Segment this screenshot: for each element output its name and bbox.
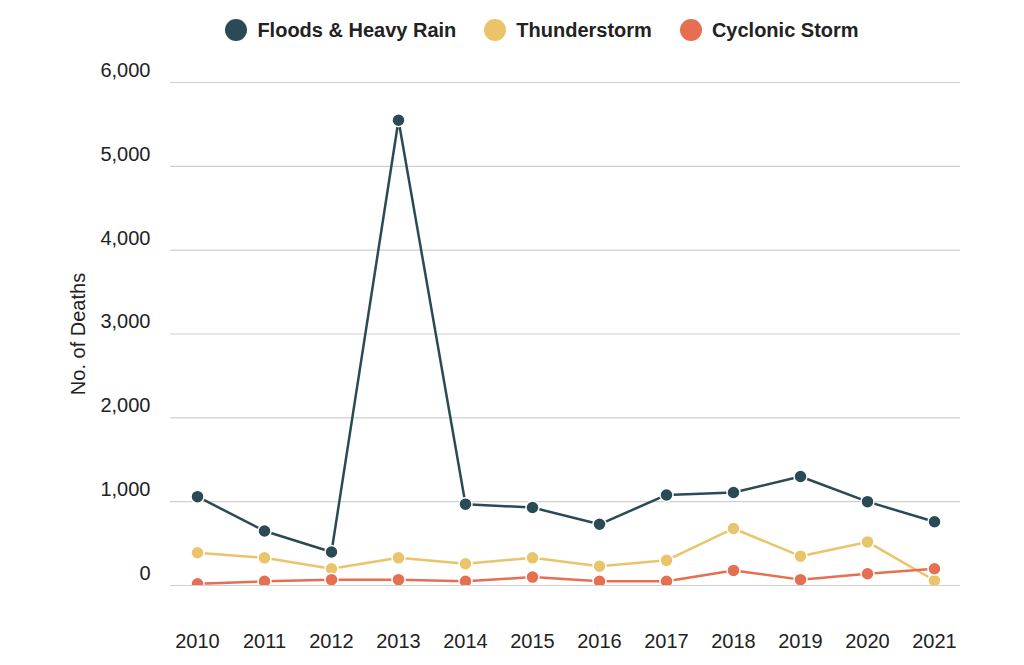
html-text:Cyclonic Storm: Cyclonic Storm — [711, 18, 859, 41]
svg-text:2017: 2017 — [644, 630, 689, 652]
svg-text:2021: 2021 — [912, 630, 957, 652]
svg-text:2013: 2013 — [376, 630, 421, 652]
svg-text:6,000: 6,000 — [100, 60, 150, 81]
svg-text:2020: 2020 — [845, 630, 890, 652]
svg-text:2011: 2011 — [243, 630, 286, 652]
svg-text:2016: 2016 — [577, 630, 622, 652]
html-text:Floods & Heavy Rain: Floods & Heavy Rain — [257, 18, 457, 41]
svg-text:5,000: 5,000 — [100, 143, 150, 165]
svg-text:2019: 2019 — [778, 630, 823, 652]
svg-text:4,000: 4,000 — [100, 227, 150, 249]
svg-text:1,000: 1,000 — [100, 478, 150, 500]
svg-text:2015: 2015 — [510, 630, 555, 652]
svg-text:2014: 2014 — [443, 630, 488, 652]
svg-text:2018: 2018 — [711, 630, 756, 652]
svg-text:2,000: 2,000 — [100, 394, 150, 416]
svg-text:3,000: 3,000 — [100, 310, 150, 332]
svg-text:2012: 2012 — [309, 630, 354, 652]
svg-text:0: 0 — [139, 562, 150, 584]
svg-text:No. of Deaths: No. of Deaths — [67, 273, 89, 395]
svg-text:2010: 2010 — [175, 630, 220, 652]
html-text:Thunderstorm: Thunderstorm — [516, 18, 652, 41]
